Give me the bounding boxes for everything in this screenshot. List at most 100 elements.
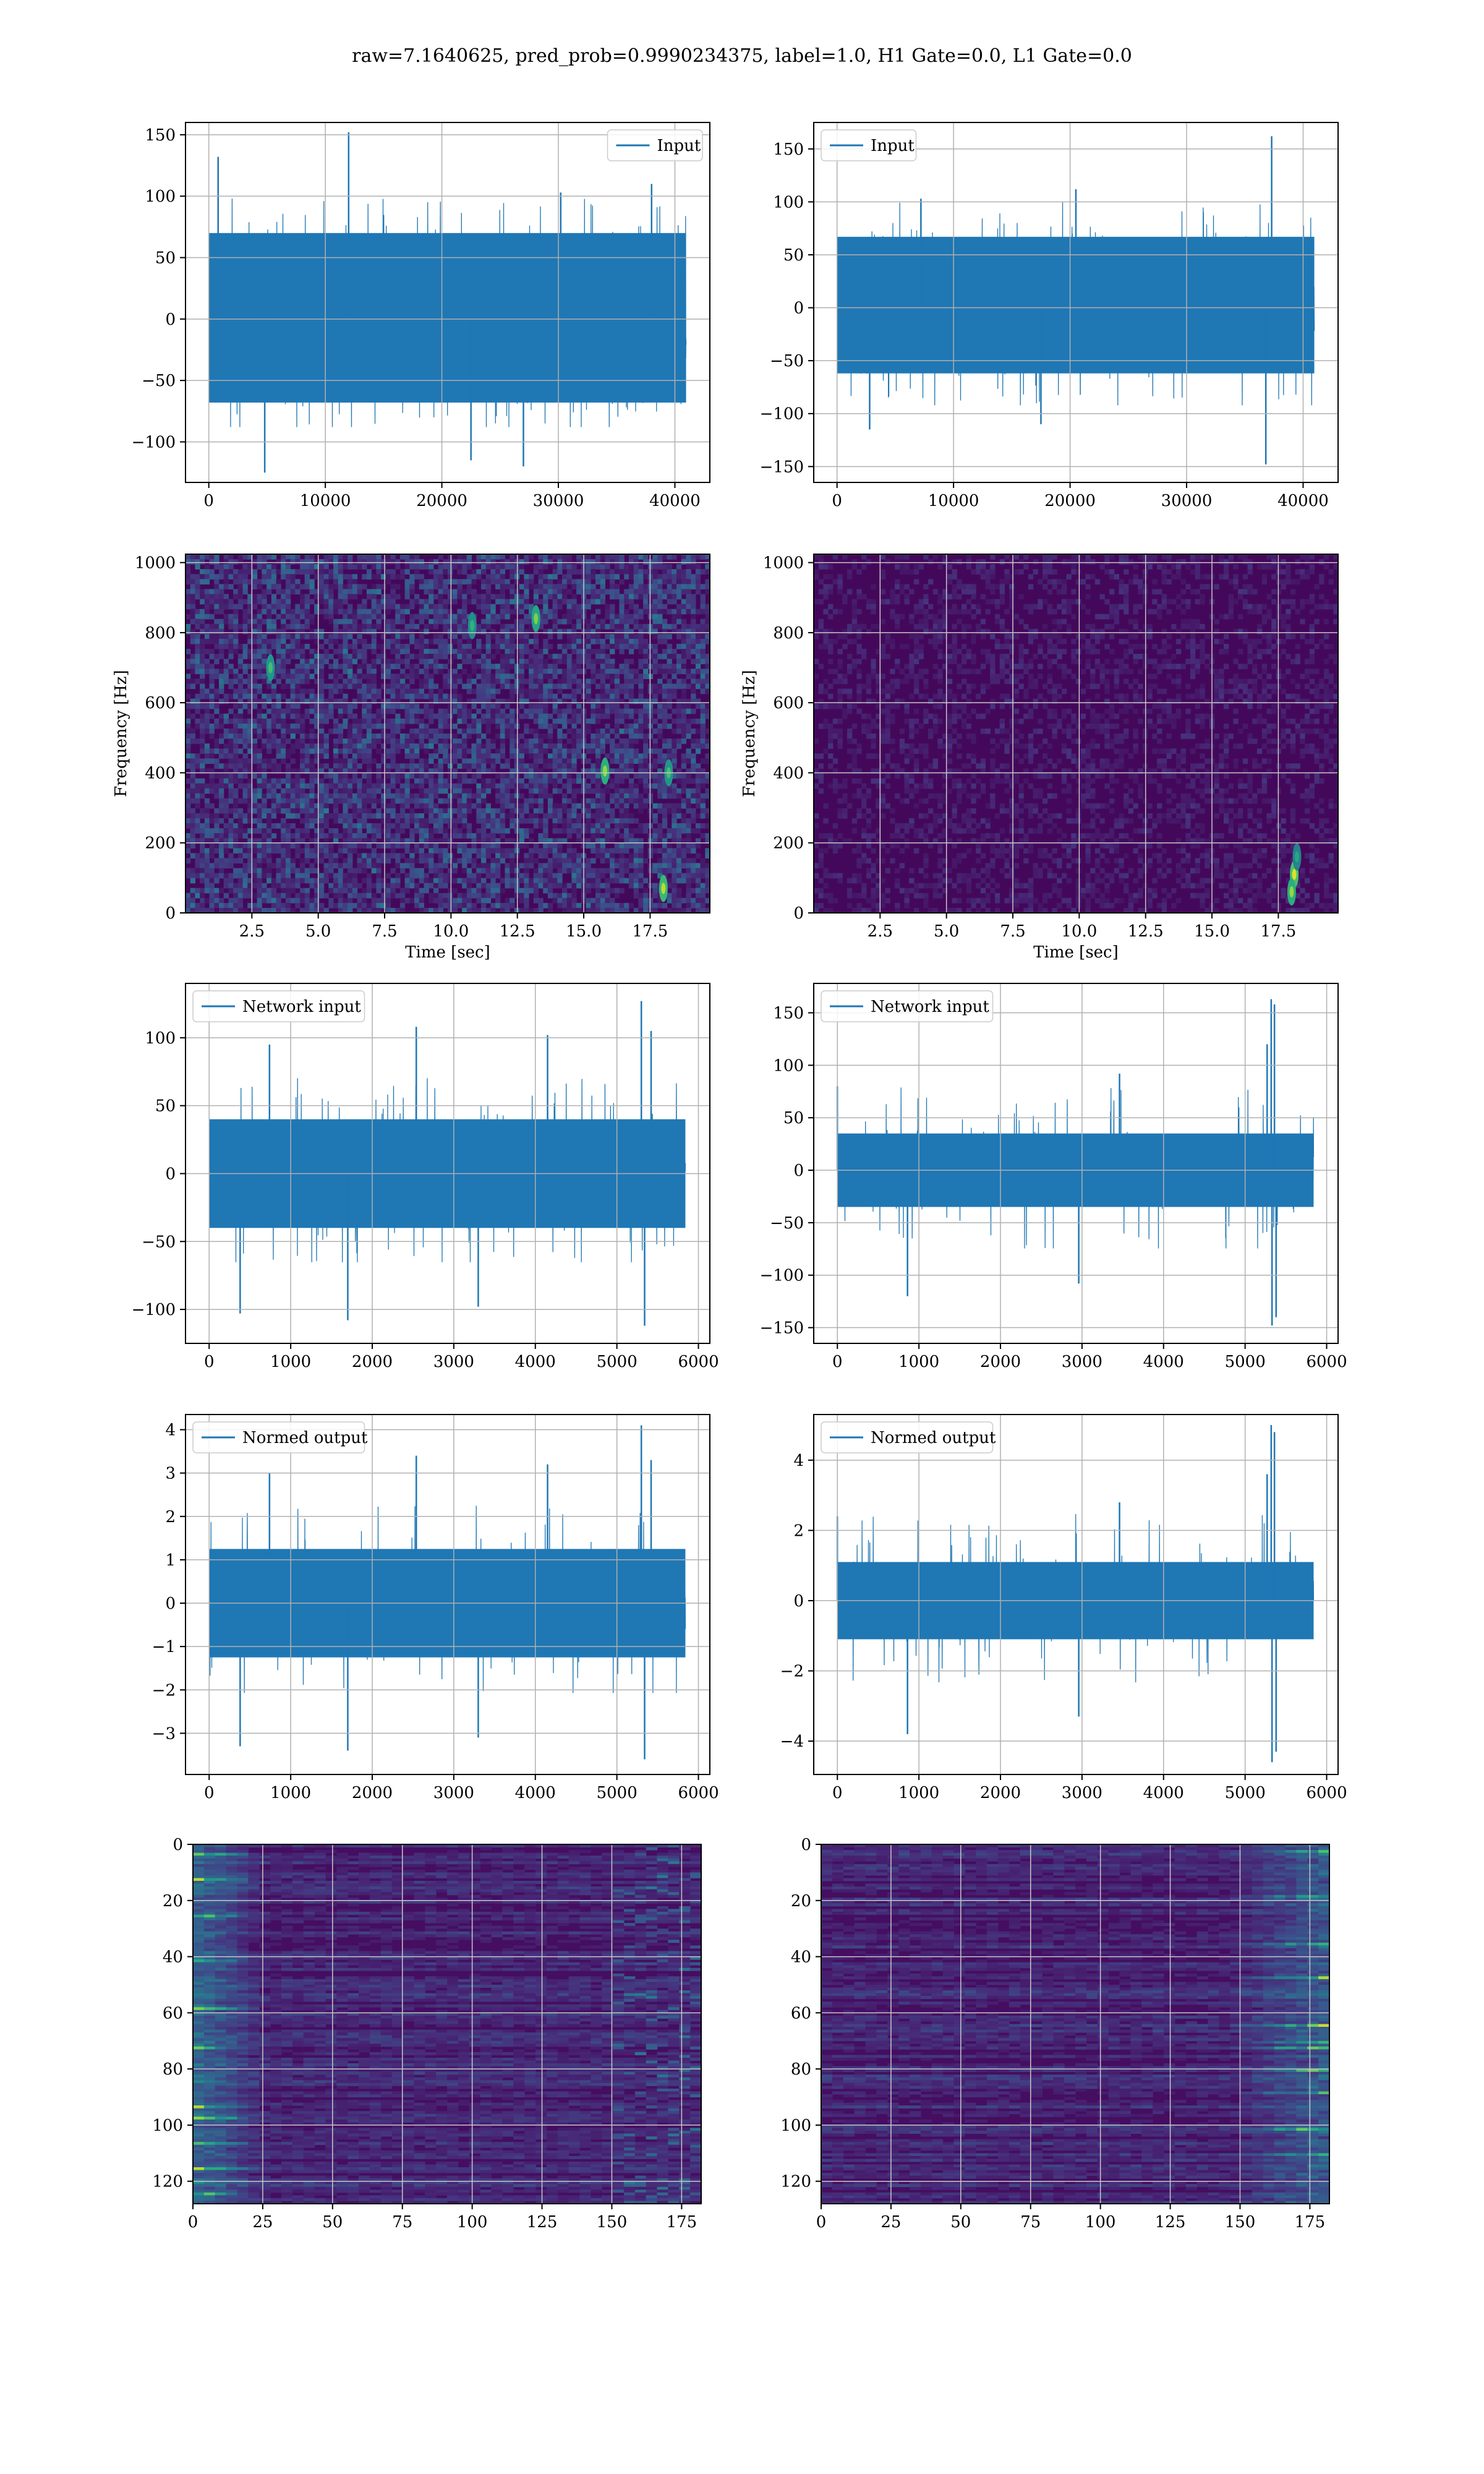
spectrogram-cell [333, 584, 339, 589]
spectrogram-cell [309, 738, 315, 744]
spectrogram-cell [429, 793, 434, 799]
spectrogram-cell [557, 633, 563, 640]
spectrogram-cell [533, 718, 539, 724]
spectrogram-cell [252, 773, 258, 779]
spectrogram-cell [614, 723, 620, 729]
spectrogram-cell [304, 843, 310, 849]
spectrogram-cell [214, 828, 220, 834]
spectrogram-cell [614, 783, 620, 789]
spectrogram-cell [385, 808, 391, 814]
spectrogram-cell [233, 738, 239, 744]
spectrogram-cell [195, 693, 200, 700]
spectrogram-cell [223, 713, 229, 719]
spectrogram-cell [328, 688, 334, 695]
spectrogram-cell [376, 768, 382, 774]
spectrogram-cell [300, 623, 305, 630]
spectrogram-cell [281, 708, 286, 714]
spectrogram-cell [591, 628, 596, 635]
spectrogram-cell [643, 669, 649, 674]
spectrogram-cell [500, 713, 506, 719]
spectrogram-cell [252, 808, 258, 814]
spectrogram-cell [566, 674, 572, 679]
spectrogram-cell [352, 644, 358, 649]
spectrogram-cell [195, 654, 200, 659]
spectrogram-cell [643, 659, 649, 664]
spectrogram-cell [586, 768, 591, 774]
spectrogram-cell [343, 823, 348, 829]
spectrogram-cell [281, 633, 286, 640]
spectrogram-cell [595, 589, 601, 595]
spectrogram-cell [300, 614, 305, 620]
spectrogram-cell [662, 633, 668, 640]
spectrogram-cell [371, 674, 377, 679]
spectrogram-cell [267, 564, 272, 570]
spectrogram-cell [652, 589, 658, 595]
spectrogram-cell [252, 723, 258, 729]
spectrogram-cell [390, 848, 396, 854]
spectrogram-cell [667, 793, 672, 799]
spectrogram-cell [186, 803, 191, 809]
spectrogram-cell [233, 813, 239, 819]
spectrogram-cell [638, 753, 644, 759]
spectrogram-cell [452, 773, 458, 779]
spectrogram-cell [219, 778, 224, 784]
spectrogram-cell [186, 808, 191, 814]
spectrogram-cell [524, 584, 529, 589]
spectrogram-cell [433, 579, 439, 584]
spectrogram-cell [624, 659, 629, 664]
spectrogram-cell [662, 823, 668, 829]
spectrogram-cell [409, 579, 415, 584]
spectrogram-cell [672, 818, 677, 824]
spectrogram-cell [681, 678, 686, 685]
spectrogram-cell [543, 734, 548, 739]
spectrogram-cell [624, 773, 629, 779]
spectrogram-cell [462, 803, 467, 809]
spectrogram-cell [591, 708, 596, 714]
spectrogram-cell [362, 559, 367, 565]
spectrogram-cell [348, 763, 353, 769]
spectrogram-cell [419, 618, 424, 625]
spectrogram-cell [262, 574, 267, 580]
spectrogram-cell [619, 763, 625, 769]
spectrogram-cell [290, 743, 296, 749]
spectrogram-cell [600, 569, 605, 575]
spectrogram-cell [519, 843, 524, 849]
spectrogram-cell [624, 594, 629, 600]
spectrogram-cell [691, 609, 696, 615]
spectrogram-cell [466, 778, 472, 784]
spectrogram-cell [195, 644, 200, 649]
spectrogram-cell [262, 638, 267, 644]
spectrogram-cell [404, 633, 410, 640]
spectrogram-cell [624, 669, 629, 674]
spectrogram-cell [700, 618, 706, 625]
spectrogram-cell [657, 599, 663, 605]
spectrogram-cell [290, 574, 296, 580]
y-tick-label: 0 [793, 299, 804, 318]
spectrogram-cell [524, 649, 529, 654]
spectrogram-cell [366, 723, 372, 729]
spectrogram-cell [533, 564, 539, 570]
spectrogram-cell [438, 848, 443, 854]
spectrogram-cell [385, 823, 391, 829]
spectrogram-cell [500, 638, 506, 644]
spectrogram-cell [314, 808, 320, 814]
spectrogram-cell [376, 659, 382, 664]
spectrogram-cell [695, 768, 701, 774]
spectrogram-cell [552, 778, 558, 784]
spectrogram-cell [481, 693, 487, 700]
spectrogram-cell [414, 599, 420, 605]
spectrogram-cell [610, 748, 615, 754]
y-tick-label: 50 [783, 246, 804, 265]
spectrogram-cell [257, 734, 262, 739]
spectrogram-cell [524, 579, 529, 584]
spectrogram-cell [285, 649, 291, 654]
spectrogram-cell [257, 614, 262, 620]
spectrogram-cell [381, 644, 386, 649]
spectrogram-cell [304, 564, 310, 570]
spectrogram-cell [267, 569, 272, 575]
legend-box [821, 129, 917, 161]
spectrogram-cell [233, 734, 239, 739]
spectrogram-cell [552, 843, 558, 849]
spectrogram-cell [448, 579, 453, 584]
spectrogram-cell [333, 618, 339, 625]
